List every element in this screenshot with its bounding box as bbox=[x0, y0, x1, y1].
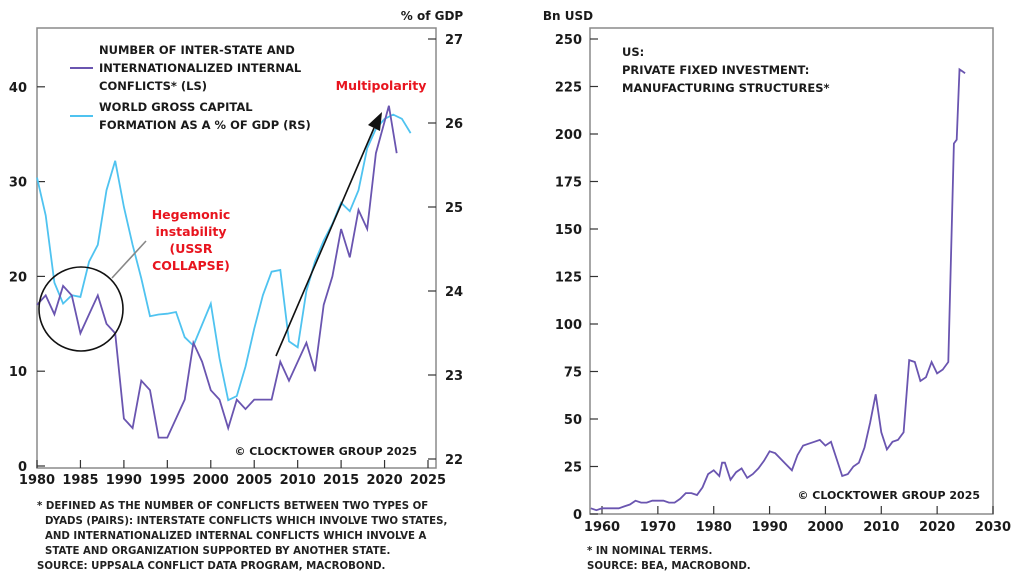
ussr-collapse-circle bbox=[38, 266, 124, 352]
right-chart-x-tick-label: 1990 bbox=[751, 520, 787, 535]
left-footnote-line-2: DYADS (PAIRS): INTERSTATE CONFLICTS WHIC… bbox=[45, 516, 448, 527]
right-y-tick-label: 26 bbox=[445, 117, 463, 132]
left-x-tick-label: 1985 bbox=[62, 473, 98, 488]
right-chart-x-tick-label: 1980 bbox=[696, 520, 732, 535]
left-y-tick-label: 30 bbox=[9, 176, 27, 191]
left-footnote-line-4: STATE AND ORGANIZATION SUPPORTED BY ANOT… bbox=[45, 546, 391, 557]
right-y-tick-label: 24 bbox=[445, 285, 463, 300]
left-y-axis-ticks: 0 10 20 30 40 bbox=[9, 81, 45, 475]
left-x-axis-ticks: 1980 1985 1990 1995 2000 2005 2010 2015 2020 2025 bbox=[19, 460, 446, 488]
series-line-conflicts bbox=[36, 105, 398, 439]
left-y-tick-label: 20 bbox=[9, 270, 27, 285]
left-x-tick-label: 2010 bbox=[280, 473, 316, 488]
right-chart-y-tick-label: 0 bbox=[573, 508, 582, 523]
right-chart-x-tick-label: 1960 bbox=[584, 520, 620, 535]
right-chart-y-tick-label: 50 bbox=[564, 413, 582, 428]
right-chart-y-tick-label: 75 bbox=[564, 366, 582, 381]
right-plot-frame bbox=[589, 27, 994, 515]
multipolarity-arrow-head-icon bbox=[368, 112, 382, 131]
right-source: SOURCE: BEA, MACROBOND. bbox=[587, 561, 751, 572]
legend-conflicts-line-3: CONFLICTS* (LS) bbox=[99, 79, 207, 93]
legend-conflicts-line-1: NUMBER OF INTER-STATE AND bbox=[99, 43, 295, 57]
left-y-tick-label: 10 bbox=[9, 365, 27, 380]
right-copyright: © CLOCKTOWER GROUP 2025 bbox=[797, 489, 980, 502]
right-chart-y-axis-ticks: 0 25 50 75 100 125 150 175 200 225 250 bbox=[555, 33, 598, 523]
right-y-tick-label: 25 bbox=[445, 201, 463, 216]
right-chart-x-tick-label: 2010 bbox=[863, 520, 899, 535]
legend-capital-line-1: WORLD GROSS CAPITAL bbox=[99, 100, 253, 114]
left-x-tick-label: 1995 bbox=[149, 473, 185, 488]
right-chart-y-tick-label: 225 bbox=[555, 81, 582, 96]
left-x-tick-label: 2005 bbox=[236, 473, 272, 488]
left-source: SOURCE: UPPSALA CONFLICT DATA PROGRAM, M… bbox=[37, 561, 386, 572]
multipolarity-arrow-shaft bbox=[275, 127, 375, 357]
right-chart-y-tick-label: 250 bbox=[555, 33, 582, 48]
left-footnote-line-1: * DEFINED AS THE NUMBER OF CONFLICTS BET… bbox=[37, 501, 429, 512]
right-y-axis-ticks: 22 23 24 25 26 27 bbox=[428, 33, 463, 468]
right-chart: Bn USD 0 25 50 75 100 125 150 175 200 225 250 1960… bbox=[543, 9, 1011, 535]
right-chart-x-tick-label: 1970 bbox=[640, 520, 676, 535]
left-x-tick-label: 1990 bbox=[106, 473, 142, 488]
left-y-tick-label: 40 bbox=[9, 81, 27, 96]
annotation-hegemonic-4: COLLAPSE) bbox=[152, 258, 230, 273]
right-chart-x-tick-label: 2000 bbox=[807, 520, 843, 535]
annotation-hegemonic-2: instability bbox=[156, 224, 227, 239]
left-x-tick-label: 2025 bbox=[410, 473, 446, 488]
right-footnote: * IN NOMINAL TERMS. SOURCE: BEA, MACROBO… bbox=[587, 544, 751, 574]
right-chart-y-tick-label: 150 bbox=[555, 223, 582, 238]
left-x-tick-label: 1980 bbox=[19, 473, 55, 488]
right-chart-y-tick-label: 125 bbox=[555, 271, 582, 286]
left-chart: % of GDP 0 10 20 30 40 22 23 24 25 26 27 1980 1985… bbox=[9, 9, 464, 488]
legend-capital-line-2: FORMATION AS A % OF GDP (RS) bbox=[99, 118, 311, 132]
annotation-hegemonic-3: (USSR bbox=[170, 241, 213, 256]
series-line-manufacturing-structures bbox=[590, 67, 966, 512]
left-y-tick-label: 0 bbox=[18, 460, 27, 475]
right-y-tick-label: 23 bbox=[445, 369, 463, 384]
left-axis-unit-label: Bn USD bbox=[543, 9, 593, 23]
right-y-tick-label: 22 bbox=[445, 453, 463, 468]
right-chart-x-tick-label: 2020 bbox=[919, 520, 955, 535]
left-copyright: © CLOCKTOWER GROUP 2025 bbox=[234, 445, 417, 458]
left-footnote-line-3: AND INTERNATIONALIZED INTERNAL CONFLICTS… bbox=[45, 531, 427, 542]
left-plot-frame bbox=[36, 27, 437, 469]
right-axis-unit-label: % of GDP bbox=[401, 9, 464, 23]
right-chart-x-axis-ticks: 1960 1970 1980 1990 2000 2010 2020 2030 bbox=[584, 506, 1011, 535]
right-footnote-line-1: * IN NOMINAL TERMS. bbox=[587, 546, 713, 557]
right-chart-y-tick-label: 100 bbox=[555, 318, 582, 333]
right-chart-x-tick-label: 2030 bbox=[975, 520, 1011, 535]
right-y-tick-label: 27 bbox=[445, 33, 463, 48]
annotation-pointer-line bbox=[111, 240, 147, 279]
annotation-hegemonic-1: Hegemonic bbox=[152, 207, 231, 222]
legend-conflicts-line-2: INTERNATIONALIZED INTERNAL bbox=[99, 61, 302, 75]
left-legend: NUMBER OF INTER-STATE AND INTERNATIONALI… bbox=[70, 43, 311, 132]
annotation-multipolarity: Multipolarity bbox=[336, 78, 427, 93]
right-chart-title-line-1: US: bbox=[622, 45, 644, 59]
left-x-tick-label: 2015 bbox=[323, 473, 359, 488]
left-x-tick-label: 2020 bbox=[366, 473, 402, 488]
right-chart-title-line-3: MANUFACTURING STRUCTURES* bbox=[622, 81, 830, 95]
right-chart-y-tick-label: 175 bbox=[555, 176, 582, 191]
right-chart-title-line-2: PRIVATE FIXED INVESTMENT: bbox=[622, 63, 809, 77]
left-x-tick-label: 2000 bbox=[193, 473, 229, 488]
right-chart-y-tick-label: 25 bbox=[564, 461, 582, 476]
series-line-capital-formation bbox=[36, 113, 412, 402]
left-footnote: * DEFINED AS THE NUMBER OF CONFLICTS BET… bbox=[37, 499, 447, 574]
right-chart-y-tick-label: 200 bbox=[555, 128, 582, 143]
